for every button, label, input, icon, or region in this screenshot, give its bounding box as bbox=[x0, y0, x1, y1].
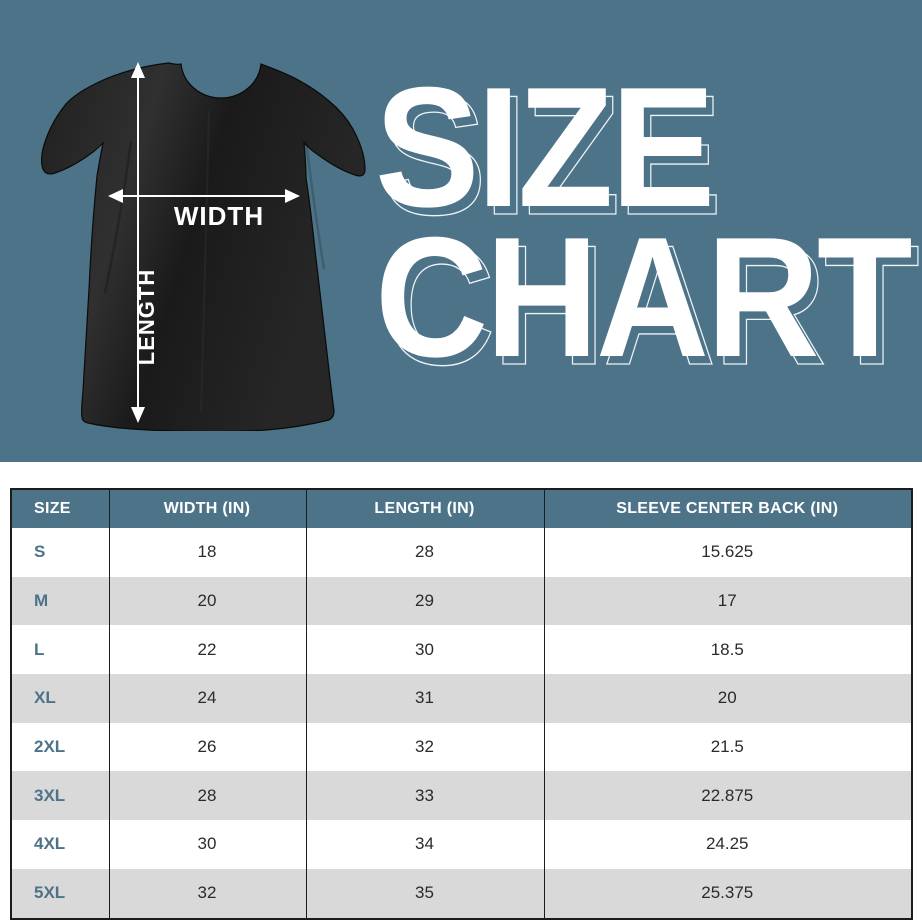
svg-text:WIDTH: WIDTH bbox=[174, 201, 264, 231]
svg-text:LENGTH: LENGTH bbox=[134, 269, 159, 365]
